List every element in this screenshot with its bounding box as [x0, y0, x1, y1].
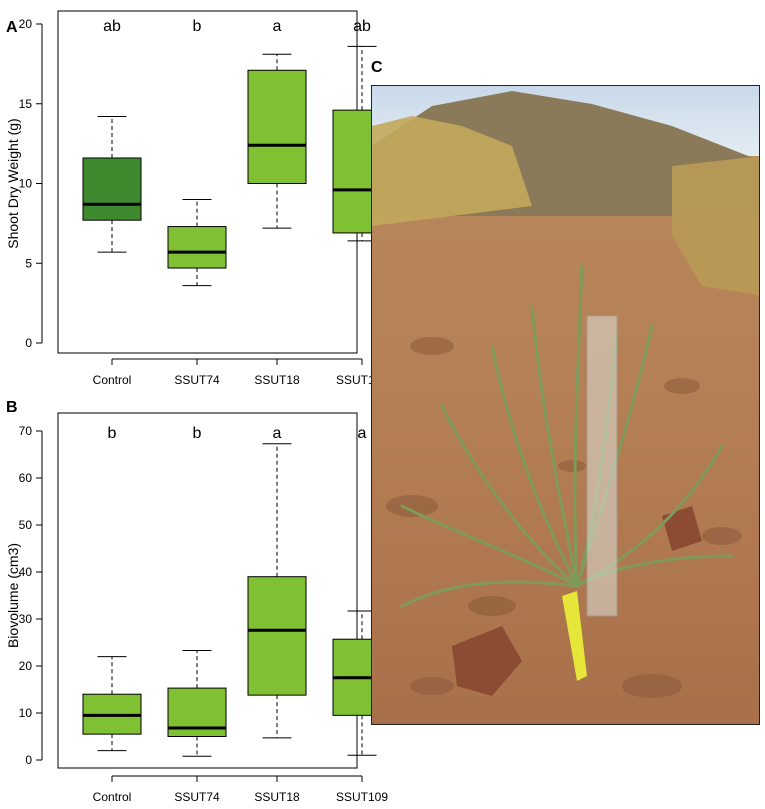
y-tick-label: 5	[25, 256, 32, 270]
y-tick-label: 20	[19, 17, 33, 31]
y-axis-label: Shoot Dry Weight (g)	[5, 118, 21, 248]
significance-letter: ab	[103, 18, 121, 35]
y-tick-label: 10	[19, 177, 33, 191]
x-tick-label: Control	[93, 790, 132, 804]
y-tick-label: 15	[19, 97, 33, 111]
box-control	[82, 157, 142, 221]
y-axis-label: Biovolume (cm3)	[5, 543, 21, 648]
y-tick-label: 0	[25, 753, 32, 767]
x-tick-label: SSUT74	[174, 373, 220, 387]
x-tick-label: Control	[93, 373, 132, 387]
significance-letter: a	[358, 425, 367, 442]
y-tick-label: 60	[19, 471, 33, 485]
significance-letter: b	[193, 425, 202, 442]
plant-photo	[371, 85, 760, 725]
box-plot-biovolume: 0 10 20 30 40 50 60 70 Biovolume (cm3) b Control b S…	[5, 412, 392, 804]
x-tick-label: SSUT18	[254, 790, 300, 804]
significance-letter: a	[273, 18, 282, 35]
significance-letter: b	[193, 18, 202, 35]
box-ssut18	[247, 69, 307, 184]
panel-label-c: C	[371, 59, 383, 76]
box-ssut74	[167, 226, 227, 269]
panel-label-b: B	[6, 399, 18, 416]
y-tick-label: 50	[19, 518, 33, 532]
y-tick-label: 30	[19, 612, 33, 626]
x-tick-label: SSUT109	[336, 790, 388, 804]
significance-letter: a	[273, 425, 282, 442]
y-tick-label: 10	[19, 706, 33, 720]
x-tick-label: SSUT18	[254, 373, 300, 387]
x-tick-label: SSUT74	[174, 790, 220, 804]
plot-frame	[57, 412, 358, 769]
y-tick-label: 70	[19, 424, 33, 438]
significance-letter: ab	[353, 18, 371, 35]
y-tick-label: 0	[25, 336, 32, 350]
significance-letter: b	[108, 425, 117, 442]
box-plot-shoot-dry-weight: 0 5 10 15 20 Shoot Dry Weight (g) ab Control b SS…	[5, 10, 392, 387]
box-ssut18	[247, 576, 307, 696]
y-tick-label: 20	[19, 659, 33, 673]
panel-label-a: A	[6, 19, 18, 36]
y-tick-label: 40	[19, 565, 33, 579]
